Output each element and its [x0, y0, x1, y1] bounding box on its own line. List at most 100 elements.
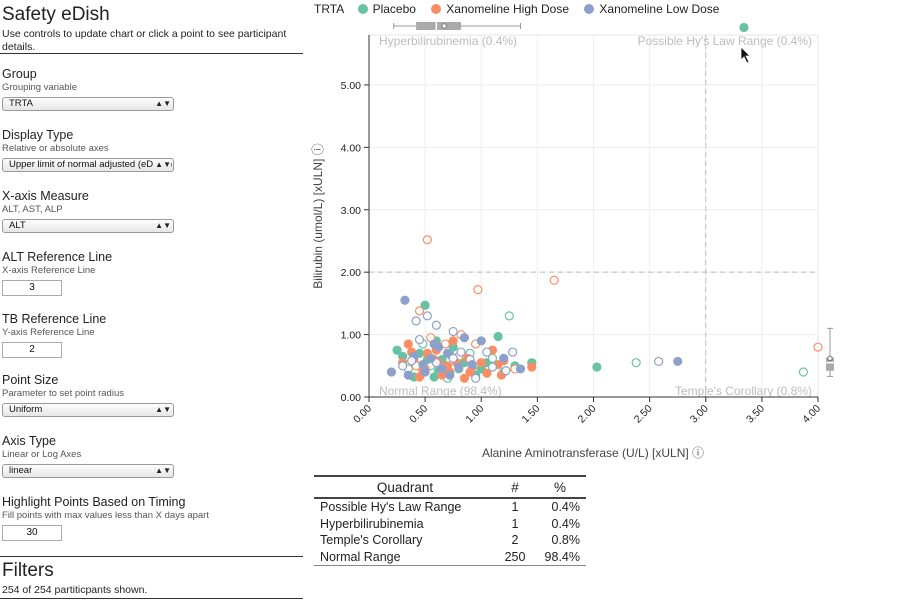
row-percent: 98.4%	[534, 548, 586, 566]
filters-count: 254 of 254 partiticpants shown.	[2, 584, 148, 596]
x-axis-measure-control: X-axis Measure ALT, AST, ALP ALT ▲▼	[2, 189, 300, 233]
controls-sidebar: Safety eDish Use controls to update char…	[0, 0, 303, 606]
highlight-timing-input[interactable]: 30	[2, 525, 62, 541]
highlight-timing-description: Fill points with max values less than X …	[2, 510, 209, 521]
data-point[interactable]	[527, 362, 537, 372]
x-axis-measure-select[interactable]: ALT ▲▼	[2, 219, 174, 233]
y-tick-label: 0.00	[341, 392, 362, 404]
data-point[interactable]	[549, 275, 559, 285]
quadrant-labels: Hyperbilirubinemia (0.4%) Possible Hy's …	[379, 34, 812, 398]
data-point[interactable]	[798, 367, 809, 377]
alt-reference-description: X-axis Reference Line	[2, 265, 96, 276]
table-header-row: Quadrant # %	[314, 475, 586, 499]
data-point[interactable]	[448, 336, 458, 346]
tb-reference-label: TB Reference Line	[2, 312, 107, 326]
data-point[interactable]	[445, 370, 455, 380]
data-point[interactable]	[592, 362, 602, 372]
data-point[interactable]	[654, 356, 664, 367]
filters-title: Filters	[2, 560, 54, 581]
data-point[interactable]	[459, 373, 470, 383]
data-point[interactable]	[442, 348, 453, 358]
data-point[interactable]	[386, 367, 397, 377]
legend-item-high-dose[interactable]: Xanomeline High Dose	[431, 0, 569, 18]
data-point[interactable]	[403, 339, 413, 349]
table-row: Possible Hy's Law Range 1 0.4%	[314, 498, 586, 516]
filters-bottom-divider	[0, 598, 303, 599]
row-count: 2	[511, 533, 519, 547]
group-label: Group	[2, 67, 37, 81]
edish-scatter-chart: Hyperbilirubinemia (0.4%) Possible Hy's …	[311, 22, 834, 460]
display-type-description: Relative or absolute axes	[2, 143, 109, 154]
legend-swatch-high-dose	[431, 4, 442, 14]
data-point[interactable]	[437, 364, 447, 374]
data-point[interactable]	[426, 353, 436, 363]
data-point[interactable]	[487, 362, 498, 372]
point-size-select[interactable]: Uniform ▲▼	[2, 403, 174, 417]
display-type-select-value: Upper limit of normal adjusted (eDISH)	[9, 159, 173, 170]
x-tick-label: 2.50	[632, 403, 655, 426]
group-select-value: TRTA	[9, 98, 33, 109]
data-point[interactable]	[392, 345, 402, 355]
data-point[interactable]	[459, 333, 470, 343]
data-point[interactable]	[515, 364, 526, 374]
row-percent: 0.4%	[551, 516, 581, 531]
data-point[interactable]	[448, 326, 458, 337]
data-point[interactable]	[473, 285, 483, 295]
x-tick-label: 1.00	[463, 403, 486, 426]
data-point[interactable]	[429, 339, 439, 349]
data-point[interactable]	[476, 358, 486, 368]
row-quadrant: Temple's Corollary	[320, 533, 423, 547]
data-point[interactable]	[504, 311, 514, 321]
legend-label-placebo: Placebo	[372, 2, 416, 16]
data-point[interactable]	[471, 373, 481, 383]
legend-item-placebo[interactable]: Placebo	[357, 0, 416, 18]
data-point[interactable]	[403, 370, 413, 380]
data-point[interactable]	[482, 347, 492, 357]
data-point[interactable]	[414, 306, 425, 316]
tb-reference-input[interactable]: 2	[2, 342, 62, 358]
table-row: Hyperbilirubinemia 1 0.4%	[314, 516, 586, 533]
data-point[interactable]	[631, 358, 641, 368]
data-point[interactable]	[420, 367, 430, 377]
data-point[interactable]	[400, 295, 410, 305]
display-type-select[interactable]: Upper limit of normal adjusted (eDISH) ▲▼	[2, 158, 174, 172]
x-axis-info-icon[interactable]: ⓘ	[692, 446, 704, 460]
data-point[interactable]	[813, 342, 823, 352]
data-point[interactable]	[673, 356, 683, 367]
data-point[interactable]	[422, 235, 432, 245]
data-point[interactable]	[411, 316, 421, 326]
data-point[interactable]	[422, 311, 432, 321]
data-point[interactable]	[431, 320, 441, 330]
point-size-select-value: Uniform	[9, 404, 43, 415]
x-axis-ticks: 0.00 0.50 1.00 1.50 2.00 2.50 3.00 3.50 4.00	[351, 396, 823, 426]
data-point[interactable]	[501, 366, 511, 376]
data-point[interactable]	[429, 372, 439, 382]
y-axis-info-icon[interactable]: ⓘ	[311, 143, 325, 155]
data-point[interactable]	[418, 359, 428, 370]
x-axis-label-text: Alanine Aminotransferase (U/L) [xULN]	[482, 446, 689, 460]
data-point[interactable]	[398, 361, 408, 371]
x-axis-measure-description: ALT, AST, ALP	[2, 204, 63, 215]
legend-item-low-dose[interactable]: Xanomeline Low Dose	[584, 0, 719, 18]
y-axis-label-text: Bilirubin (umol/L) [xULN]	[311, 159, 325, 289]
data-point[interactable]	[414, 334, 425, 345]
data-point[interactable]	[407, 356, 417, 366]
legend-swatch-low-dose	[584, 4, 595, 14]
alt-reference-input[interactable]: 3	[2, 280, 62, 296]
data-point[interactable]	[493, 331, 503, 342]
data-point[interactable]	[499, 353, 509, 363]
x-tick-label: 4.00	[800, 403, 823, 426]
data-point[interactable]	[508, 347, 518, 357]
group-select[interactable]: TRTA ▲▼	[2, 97, 174, 111]
quadrant-label-hyperbilirubinemia: Hyperbilirubinemia (0.4%)	[379, 34, 517, 48]
table-row: Normal Range 250 98.4%	[314, 548, 586, 566]
data-point[interactable]	[448, 353, 458, 363]
data-point[interactable]	[454, 362, 464, 372]
data-point[interactable]	[467, 359, 477, 370]
data-point[interactable]	[482, 368, 492, 378]
axis-type-select[interactable]: linear ▲▼	[2, 464, 174, 478]
data-point[interactable]	[420, 300, 430, 310]
data-point[interactable]	[476, 336, 486, 346]
data-point[interactable]	[456, 347, 466, 357]
data-point[interactable]	[739, 22, 749, 33]
